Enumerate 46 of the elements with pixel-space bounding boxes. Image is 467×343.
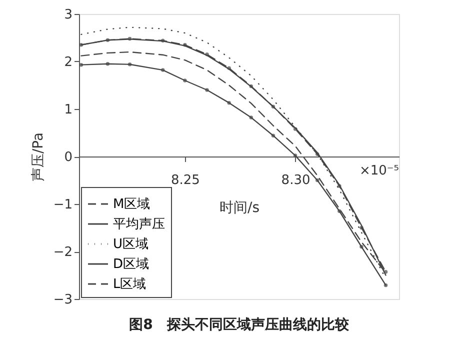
legend-label: M区域 (113, 197, 150, 212)
point (338, 184, 342, 188)
point (183, 78, 187, 82)
point (227, 100, 231, 105)
legend-label: L区域 (113, 277, 146, 292)
y-tick-label: 3 (64, 8, 72, 22)
point (315, 152, 320, 156)
point (128, 62, 132, 66)
point (338, 209, 342, 213)
y-tick-label: 0 (64, 150, 72, 165)
point (205, 88, 209, 92)
legend-label: 平均声压 (113, 217, 165, 232)
point (249, 84, 254, 88)
point (271, 134, 276, 138)
point (384, 283, 388, 288)
point (249, 116, 254, 120)
point (79, 62, 84, 67)
y-tick-label: −3 (53, 292, 72, 308)
point (271, 104, 276, 108)
y-tick-label: 1 (64, 102, 72, 118)
y-axis-title: 声压/Pa (30, 132, 46, 182)
point (360, 226, 364, 230)
point (315, 178, 320, 182)
text: 图8 探头不同区域声压曲线的比较 (129, 317, 350, 333)
x-tick-label: 8.25 (170, 173, 200, 188)
point (360, 244, 364, 249)
point (205, 52, 209, 56)
point (106, 38, 110, 42)
y-tick-label: −2 (53, 245, 72, 260)
y-tick-label: 2 (64, 55, 72, 70)
legend-label: D区域 (113, 257, 150, 272)
x-axis-title: 时间/s (219, 200, 260, 216)
point (227, 66, 231, 70)
annotation: ×10⁻⁵ (359, 164, 399, 178)
point (293, 154, 298, 158)
y-tick-label: −1 (53, 198, 72, 212)
point (384, 270, 388, 274)
point (183, 43, 187, 47)
point (293, 127, 298, 131)
legend-label: U区域 (113, 237, 149, 252)
point (106, 62, 110, 66)
point (160, 68, 165, 72)
x-tick-label: 8.30 (281, 173, 310, 188)
point (160, 38, 165, 42)
point (128, 36, 132, 41)
point (79, 43, 84, 47)
